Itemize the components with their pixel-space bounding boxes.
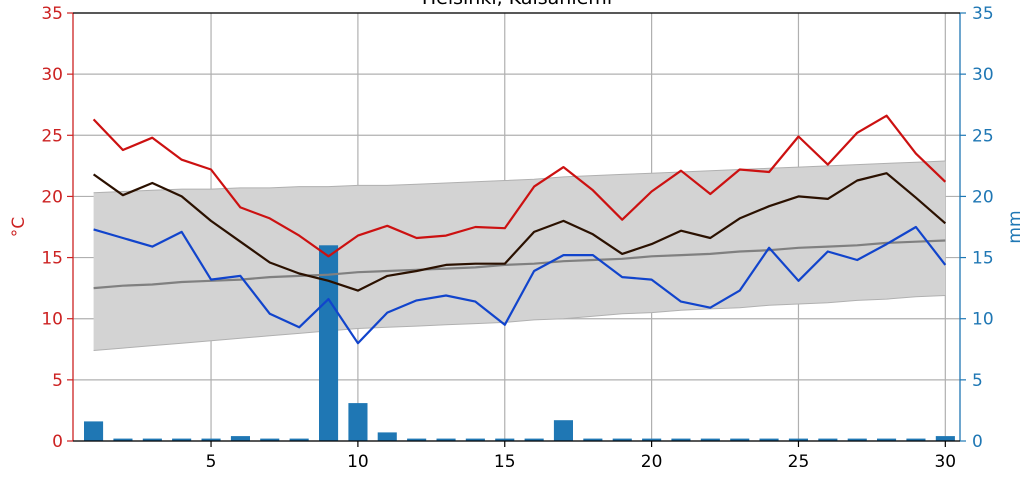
precipitation-bar xyxy=(289,438,309,441)
precipitation-bar xyxy=(935,436,955,441)
y-tick-label-right: 30 xyxy=(972,65,994,85)
temperature-range-band xyxy=(93,161,946,351)
y-tick-label-right: 20 xyxy=(972,187,994,207)
y-tick-label-right: 15 xyxy=(972,249,994,269)
precipitation-bar xyxy=(642,438,662,441)
y-tick-label-right: 10 xyxy=(972,310,994,330)
x-tick-label: 15 xyxy=(494,452,516,472)
precipitation-bar xyxy=(788,438,808,441)
plot-area: 0 5 10 15 20 25 30 35 0 5 10 15 20 25 30 35 5 10 15 20 25 30 xyxy=(41,4,993,472)
precipitation-bar xyxy=(407,438,427,441)
precipitation-bar xyxy=(906,438,926,441)
precipitation-bar xyxy=(495,438,515,441)
precipitation-bar xyxy=(465,438,485,441)
y-tick-label-left: 35 xyxy=(41,4,63,24)
y-tick-label-left: 15 xyxy=(41,249,63,269)
precipitation-bar xyxy=(319,245,339,441)
x-tick-label: 30 xyxy=(934,452,956,472)
y-tick-label-left: 30 xyxy=(41,65,63,85)
y-tick-label-left: 25 xyxy=(41,126,63,146)
precipitation-bar xyxy=(142,438,162,441)
precipitation-bar xyxy=(230,436,250,441)
y-tick-label-left: 20 xyxy=(41,187,63,207)
precipitation-bar xyxy=(201,438,221,441)
y-tick-label-right: 25 xyxy=(972,126,994,146)
mean-temperature-line xyxy=(92,172,947,292)
precipitation-bar xyxy=(436,438,456,441)
y-axis-label-right: mm xyxy=(1005,210,1025,243)
precipitation-bar xyxy=(260,438,280,441)
band-lower-edge xyxy=(93,295,946,351)
precipitation-bar xyxy=(113,438,133,441)
precipitation-bar xyxy=(553,420,573,441)
precipitation-bar xyxy=(84,421,104,441)
precipitation-bar xyxy=(348,403,368,441)
precipitation-bar xyxy=(524,438,544,441)
precipitation-bar xyxy=(700,438,720,441)
y-tick-label-left: 5 xyxy=(52,371,63,391)
y-tick-label-right: 35 xyxy=(972,4,994,24)
band-upper-edge xyxy=(93,160,946,194)
precipitation-bar xyxy=(847,438,867,441)
y-tick-label-right: 0 xyxy=(972,432,983,452)
x-tick-label: 20 xyxy=(641,452,663,472)
x-tick-label: 25 xyxy=(788,452,810,472)
long-term-mean-line xyxy=(93,239,946,290)
max-temperature-line xyxy=(92,114,947,258)
min-temperature-line xyxy=(93,225,947,345)
y-tick-label-left: 10 xyxy=(41,310,63,330)
precipitation-bar xyxy=(377,432,397,441)
precipitation-bar xyxy=(818,438,838,441)
precipitation-bar xyxy=(612,438,632,441)
y-axis-label-left: °C xyxy=(9,217,29,237)
precipitation-bar xyxy=(671,438,691,441)
precipitation-bar xyxy=(877,438,897,441)
y-tick-label-left: 0 xyxy=(52,432,63,452)
precipitation-bar xyxy=(583,438,603,441)
precipitation-bar xyxy=(759,438,779,441)
chart-title: Helsinki, Kaisaniemi xyxy=(422,0,612,9)
x-tick-label: 10 xyxy=(347,452,369,472)
precipitation-bar xyxy=(730,438,750,441)
precipitation-bar xyxy=(172,438,192,441)
x-tick-label: 5 xyxy=(206,452,217,472)
y-tick-label-right: 5 xyxy=(972,371,983,391)
